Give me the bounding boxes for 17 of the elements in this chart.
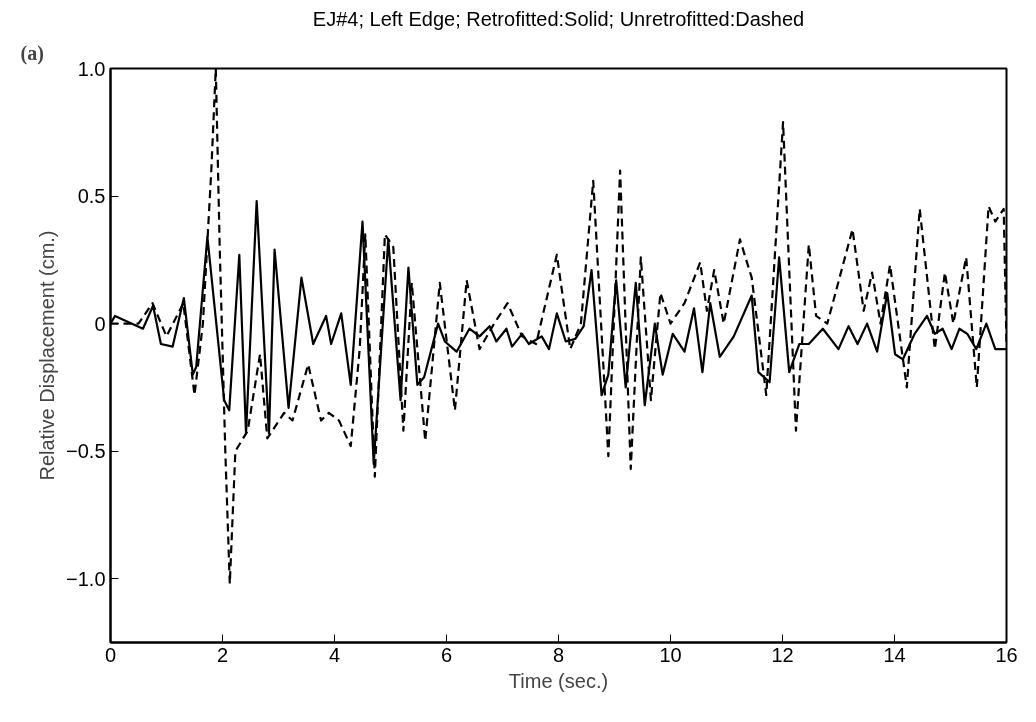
x-tick-label: 6 xyxy=(440,643,453,666)
x-tick-label: 4 xyxy=(328,643,341,666)
y-tick-label: −1.0 xyxy=(66,567,106,590)
chart-title: EJ#4; Left Edge; Retrofitted:Solid; Unretrofitted:Dashed xyxy=(312,7,805,30)
y-tick-label: 1.0 xyxy=(77,57,106,80)
y-tick-label: −0.5 xyxy=(66,440,106,463)
y-tick-label: 0 xyxy=(94,312,106,335)
x-tick-label: 2 xyxy=(216,643,229,666)
x-tick-label: 10 xyxy=(659,643,682,666)
x-tick-label: 8 xyxy=(552,643,565,666)
x-tick-label: 14 xyxy=(883,643,906,666)
y-tick-label: 0.5 xyxy=(77,185,106,208)
x-tick-label: 12 xyxy=(771,643,794,666)
x-tick-label: 16 xyxy=(995,643,1018,666)
text: (a) xyxy=(20,41,44,65)
x-axis-title: Time (sec.) xyxy=(508,669,609,692)
y-axis-title: Relative Displacement (cm.) xyxy=(36,230,59,481)
